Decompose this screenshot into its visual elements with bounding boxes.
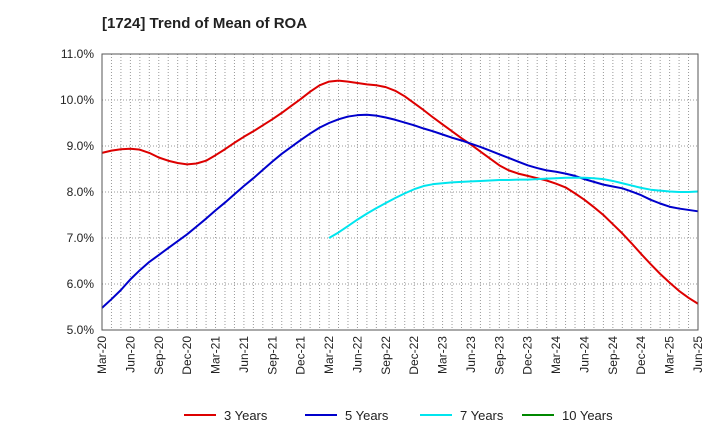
plot-border bbox=[101, 53, 699, 331]
x-tick-label: Jun-21 bbox=[237, 336, 251, 373]
x-tick-label: Dec-22 bbox=[407, 336, 421, 375]
x-tick-label: Sep-21 bbox=[265, 336, 279, 375]
y-tick-label: 5.0% bbox=[67, 323, 95, 337]
y-tick-label: 8.0% bbox=[67, 185, 95, 199]
x-tick-label: Sep-24 bbox=[606, 336, 620, 375]
x-tick-label: Dec-21 bbox=[294, 336, 308, 375]
chart-title: [1724] Trend of Mean of ROA bbox=[102, 15, 307, 32]
legend-label: 3 Years bbox=[224, 408, 268, 423]
legend: 3 Years 5 Years 7 Years 10 Years bbox=[184, 408, 613, 423]
x-tick-label: Sep-22 bbox=[379, 336, 393, 375]
x-tick-label: Mar-25 bbox=[663, 336, 677, 374]
x-axis: Mar-20 Jun-20 Sep-20 Dec-20 Mar-21 Jun-21 Sep-… bbox=[95, 336, 705, 375]
y-tick-label: 6.0% bbox=[67, 277, 95, 291]
grid-lines bbox=[102, 54, 698, 330]
x-tick-label: Jun-22 bbox=[350, 336, 364, 373]
y-tick-label: 10.0% bbox=[60, 93, 94, 107]
y-tick-label: 9.0% bbox=[67, 139, 95, 153]
x-tick-label: Sep-20 bbox=[152, 336, 166, 375]
x-tick-label: Jun-20 bbox=[123, 336, 137, 373]
y-tick-label: 7.0% bbox=[67, 231, 95, 245]
x-tick-label: Dec-24 bbox=[634, 336, 648, 375]
x-tick-label: Jun-25 bbox=[691, 336, 705, 373]
series-line-2 bbox=[101, 113, 699, 309]
x-tick-label: Mar-21 bbox=[209, 336, 223, 374]
legend-label: 5 Years bbox=[345, 408, 389, 423]
x-tick-label: Mar-23 bbox=[436, 336, 450, 374]
x-tick-label: Mar-22 bbox=[322, 336, 336, 374]
legend-label: 7 Years bbox=[460, 408, 504, 423]
x-tick-label: Sep-23 bbox=[492, 336, 506, 375]
x-tick-label: Dec-20 bbox=[180, 336, 194, 375]
x-tick-label: Jun-24 bbox=[577, 336, 591, 373]
x-tick-label: Jun-23 bbox=[464, 336, 478, 373]
y-tick-label: 11.0% bbox=[61, 47, 94, 61]
x-tick-label: Mar-24 bbox=[549, 336, 563, 374]
legend-label: 10 Years bbox=[562, 408, 613, 423]
y-axis: 5.0% 6.0% 7.0% 8.0% 9.0% 10.0% 11.0% bbox=[60, 47, 94, 337]
series-line-1 bbox=[101, 79, 699, 305]
x-tick-label: Dec-23 bbox=[521, 336, 535, 375]
series-lines bbox=[101, 79, 699, 309]
series-line-3 bbox=[328, 176, 699, 239]
x-tick-label: Mar-20 bbox=[95, 336, 109, 374]
